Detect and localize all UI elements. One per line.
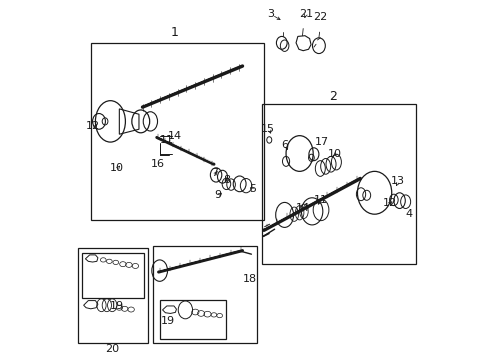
Text: 1: 1: [170, 26, 178, 39]
Text: 12: 12: [86, 121, 100, 131]
Text: 10: 10: [328, 149, 342, 159]
Text: 19: 19: [109, 301, 123, 311]
Bar: [78, 248, 148, 343]
Bar: [91, 43, 263, 220]
Text: 19: 19: [161, 316, 175, 326]
Text: 20: 20: [105, 344, 119, 354]
Text: 3: 3: [267, 9, 274, 19]
Text: 18: 18: [242, 274, 256, 284]
Text: 8: 8: [223, 175, 230, 185]
Text: 6: 6: [281, 140, 287, 150]
Text: 14: 14: [295, 203, 309, 213]
Bar: [82, 253, 144, 298]
Text: 15: 15: [261, 124, 274, 134]
Text: 2: 2: [329, 90, 337, 103]
Text: 4: 4: [404, 209, 411, 219]
Bar: [261, 104, 415, 264]
Text: 22: 22: [313, 12, 327, 22]
Text: 21: 21: [298, 9, 312, 19]
Text: 12: 12: [382, 198, 396, 208]
Text: 13: 13: [390, 176, 404, 186]
Text: 11: 11: [314, 195, 327, 205]
Text: 14: 14: [167, 131, 182, 141]
Text: 10: 10: [109, 163, 123, 173]
Text: 17: 17: [315, 137, 329, 147]
Text: 7: 7: [211, 168, 218, 178]
Text: 11: 11: [160, 135, 173, 145]
Text: 5: 5: [248, 184, 256, 194]
Text: 16: 16: [150, 159, 164, 169]
Text: 9: 9: [213, 190, 221, 200]
Bar: [153, 246, 256, 343]
Bar: [160, 300, 226, 339]
